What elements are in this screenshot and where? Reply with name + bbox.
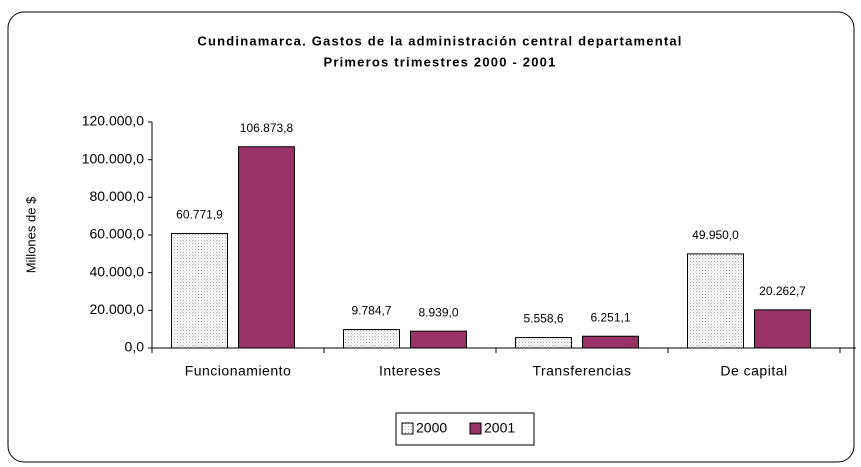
bar xyxy=(410,330,467,349)
x-tick-label: Intereses xyxy=(379,363,441,379)
x-tick-label: De capital xyxy=(720,363,787,379)
data-label: 60.771,9 xyxy=(176,208,223,222)
y-tick-label: 80.000,0 xyxy=(90,188,145,204)
y-tick-label: 40.000,0 xyxy=(90,263,145,279)
y-tick-label: 120.000,0 xyxy=(82,113,144,129)
legend-box xyxy=(395,412,535,446)
y-axis-label: Millones de $ xyxy=(23,196,38,273)
chart-border xyxy=(7,11,855,463)
legend-label: 2000 xyxy=(416,420,447,436)
y-tick-label: 20.000,0 xyxy=(90,301,145,317)
data-label: 49.950,0 xyxy=(692,228,739,242)
data-label: 8.939,0 xyxy=(418,305,458,319)
x-tick-label: Transferencias xyxy=(532,363,631,379)
x-tick-label: Funcionamiento xyxy=(185,363,292,379)
legend-label: 2001 xyxy=(484,420,515,436)
y-tick-label: 0,0 xyxy=(125,339,145,355)
bar xyxy=(687,253,744,349)
data-label: 9.784,7 xyxy=(351,304,391,318)
data-label: 5.558,6 xyxy=(523,312,563,326)
bar xyxy=(171,233,228,349)
y-tick-label: 100.000,0 xyxy=(82,150,144,166)
bar xyxy=(754,309,811,349)
bar xyxy=(238,146,295,349)
bar xyxy=(582,335,639,349)
bar xyxy=(515,337,572,349)
data-label: 20.262,7 xyxy=(759,284,806,298)
legend-swatch xyxy=(401,422,414,435)
chart-subtitle: Primeros trimestres 2000 - 2001 xyxy=(323,54,556,69)
data-label: 6.251,1 xyxy=(590,310,630,324)
data-label: 106.873,8 xyxy=(240,121,294,135)
bar xyxy=(343,329,400,349)
chart-title: Cundinamarca. Gastos de la administració… xyxy=(197,33,682,48)
legend-swatch xyxy=(469,422,482,435)
y-tick-label: 60.000,0 xyxy=(90,226,145,242)
